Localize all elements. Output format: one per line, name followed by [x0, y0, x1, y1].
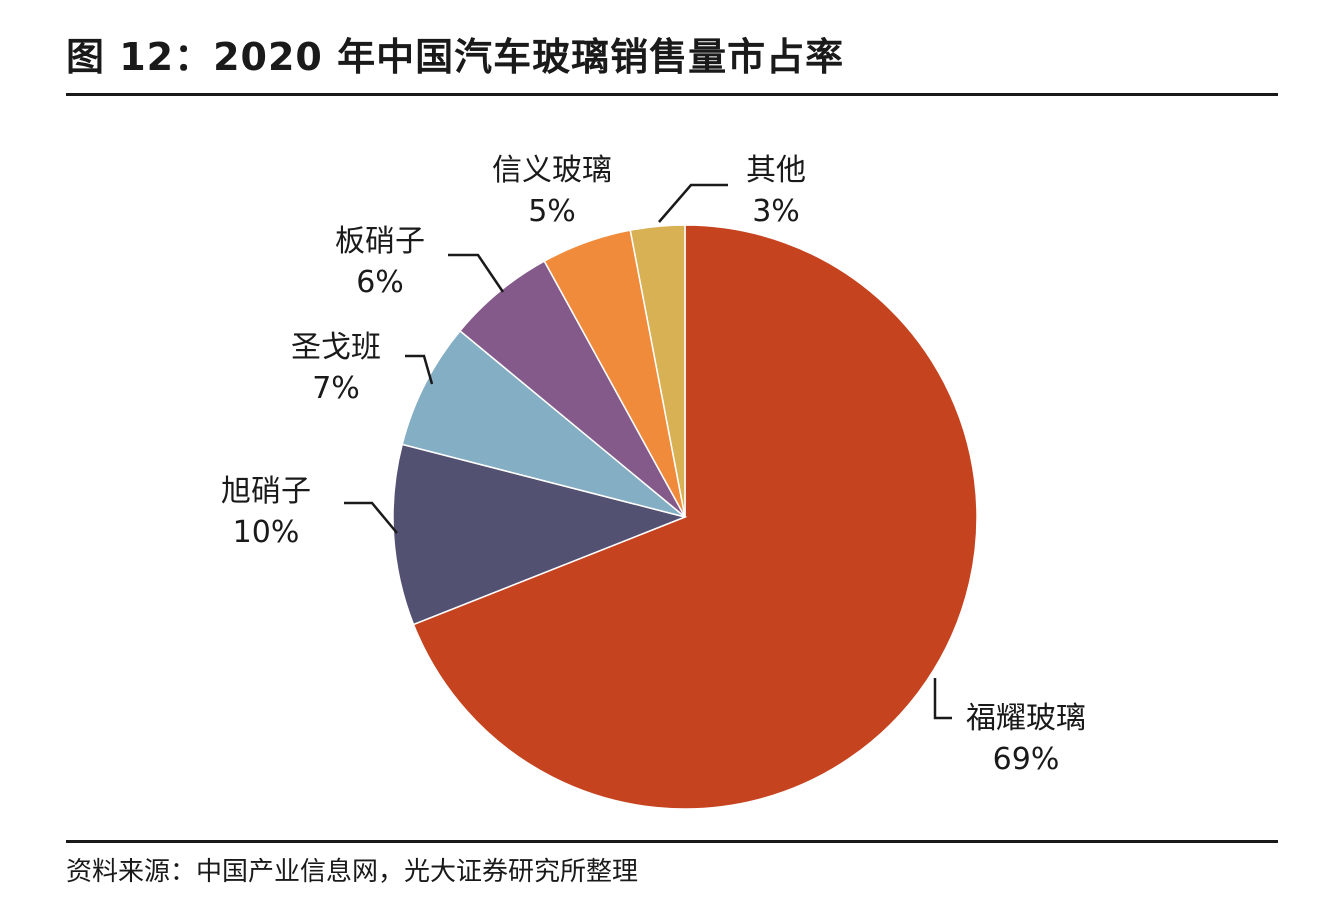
leader-line-fuyao [933, 678, 952, 720]
leader-line-asahi [344, 501, 398, 534]
label-name-nsg: 板硝子 [335, 224, 425, 259]
top-rule [66, 93, 1278, 96]
pie-slice-saint-gobain [401, 329, 686, 518]
label-name-fuyao: 福耀玻璃 [966, 701, 1086, 736]
bottom-rule [66, 840, 1278, 843]
pie-slices [392, 224, 978, 810]
label-name-asahi: 旭硝子 [221, 474, 311, 509]
figure-title: 图 12：2020 年中国汽车玻璃销售量市占率 [66, 35, 845, 79]
slice-labels: 福耀玻璃 69% 旭硝子 10% 圣戈班 7% 板硝子 6% 信义玻璃 5% 其… [221, 153, 1086, 777]
label-name-saint-gobain: 圣戈班 [291, 330, 381, 365]
label-pct-nsg: 6% [356, 265, 404, 300]
pie-slice-asahi [392, 443, 688, 626]
pie-slice-other [629, 224, 686, 518]
leader-lines [344, 183, 952, 720]
label-pct-asahi: 10% [233, 515, 300, 550]
label-name-other: 其他 [746, 153, 806, 188]
leader-line-nsg [448, 253, 505, 293]
pie-slice-fuyao [412, 224, 978, 810]
leader-line-saint-gobain [405, 354, 434, 385]
label-pct-xinyi: 5% [528, 194, 576, 229]
source-note: 资料来源：中国产业信息网，光大证券研究所整理 [66, 857, 639, 887]
label-pct-saint-gobain: 7% [312, 371, 360, 406]
label-name-xinyi: 信义玻璃 [492, 153, 612, 188]
label-pct-other: 3% [752, 194, 800, 229]
label-pct-fuyao: 69% [993, 742, 1060, 777]
leader-line-other [658, 183, 728, 223]
